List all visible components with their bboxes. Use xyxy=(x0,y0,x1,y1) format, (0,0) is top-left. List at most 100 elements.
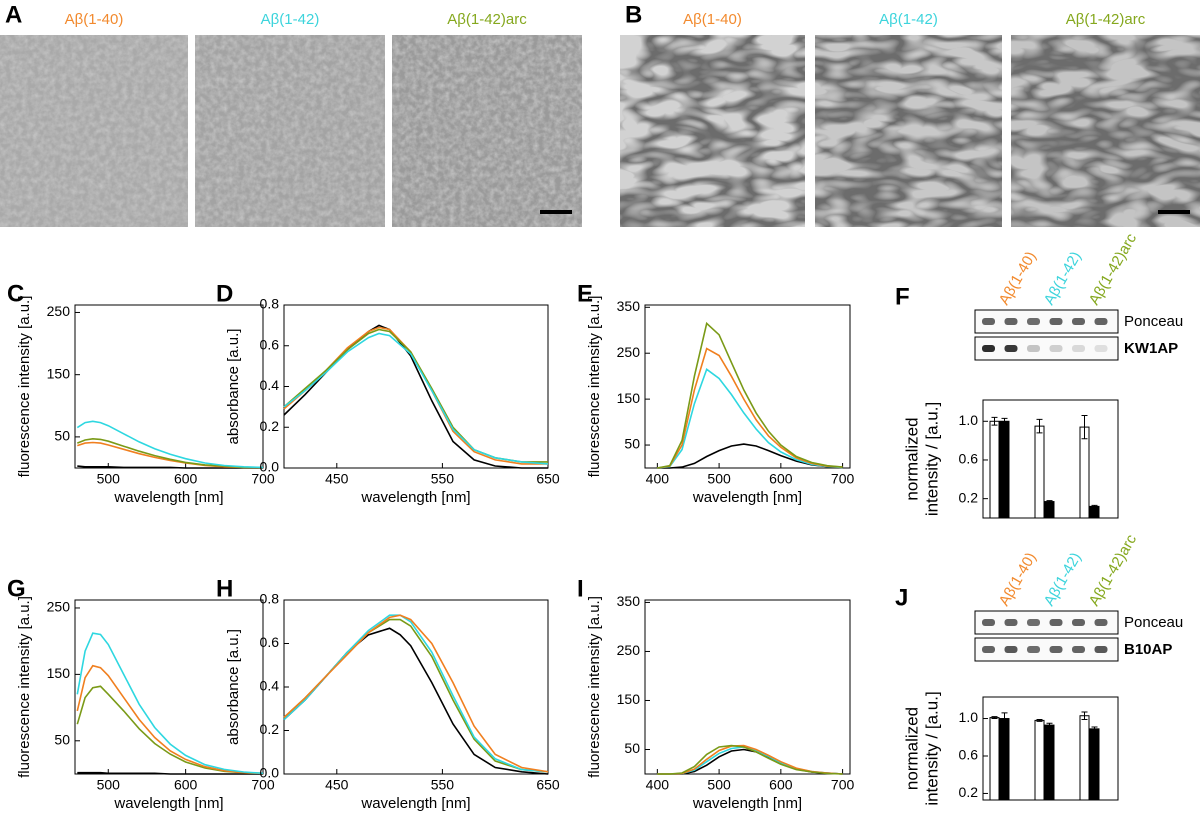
blot-strip xyxy=(974,610,1119,635)
panel-label: Aβ(1-42)arc xyxy=(447,11,527,28)
x-tick-label: 400 xyxy=(646,471,670,487)
y-tick-label: 0.6 xyxy=(260,336,280,352)
y-tick-label: 0.4 xyxy=(260,377,280,393)
y-tick-label: 0.8 xyxy=(260,591,280,607)
y-tick-label: 150 xyxy=(617,691,641,707)
y-tick-label: 0.2 xyxy=(959,489,979,505)
blot-band xyxy=(1072,318,1085,325)
y-tick-label: 0.2 xyxy=(959,784,979,800)
line-series xyxy=(283,618,549,773)
panel-label: Aβ(1-42)arc xyxy=(1066,11,1146,28)
bar xyxy=(1034,425,1045,519)
y-tick-label: 50 xyxy=(54,428,70,444)
line-series xyxy=(283,627,549,775)
x-axis-label: wavelength [nm] xyxy=(360,795,470,812)
panel-letter: C xyxy=(7,280,24,307)
micrograph-texture xyxy=(392,35,582,227)
x-tick-label: 400 xyxy=(646,777,670,793)
category-label: Aβ(1-42)arc xyxy=(1086,531,1141,609)
blot-band xyxy=(1027,646,1040,653)
panel-letter: I xyxy=(577,575,584,602)
scale-bar xyxy=(540,210,572,214)
blot-band xyxy=(1094,345,1108,352)
scale-bar xyxy=(1158,210,1190,214)
blot-strip xyxy=(974,637,1119,662)
y-tick-label: 0.0 xyxy=(260,765,280,781)
y-axis-label: absorbance [a.u.] xyxy=(225,629,242,745)
blot-strip xyxy=(974,309,1119,334)
line-series xyxy=(657,347,843,469)
micrograph-texture xyxy=(620,35,805,227)
x-tick-label: 500 xyxy=(707,471,731,487)
x-tick-label: 700 xyxy=(831,471,855,487)
line-series xyxy=(77,465,263,469)
axes-box xyxy=(644,304,851,469)
panel-label: Aβ(1-40) xyxy=(683,11,742,28)
line-series xyxy=(657,748,843,775)
error-bar xyxy=(1036,718,1043,722)
y-axis-label: fluorescence intensity [a.u.] xyxy=(16,596,33,778)
line-series xyxy=(283,614,549,773)
bar xyxy=(1044,724,1055,801)
y-axis-label: normalized xyxy=(902,707,921,790)
error-bar xyxy=(1091,726,1098,732)
blot-label: KW1AP xyxy=(1124,340,1178,357)
line-series xyxy=(283,332,549,465)
error-bar xyxy=(1001,712,1008,725)
x-tick-label: 550 xyxy=(431,471,455,487)
y-tick-label: 1.0 xyxy=(959,709,979,725)
blot-band xyxy=(1049,619,1063,626)
y-axis-label: fluorescence intensity [a.u.] xyxy=(586,596,603,778)
line-series xyxy=(77,437,263,469)
panel-letter: F xyxy=(895,283,910,310)
axes-box xyxy=(283,304,549,469)
line-series xyxy=(76,664,264,775)
blot-band xyxy=(1004,318,1018,325)
blot-band xyxy=(1072,345,1085,352)
blot-band xyxy=(1027,318,1040,325)
category-label: Aβ(1-40) xyxy=(996,550,1040,609)
y-axis-label: intensity / [a.u.] xyxy=(922,691,941,805)
x-tick-label: 450 xyxy=(325,471,349,487)
blot-band xyxy=(1049,646,1063,653)
panel-letter: D xyxy=(216,280,233,307)
blot-label: Ponceau xyxy=(1124,614,1183,631)
panel-letter: G xyxy=(7,575,26,602)
x-tick-label: 600 xyxy=(769,471,793,487)
blot-label: Ponceau xyxy=(1124,313,1183,330)
y-tick-label: 50 xyxy=(54,731,70,747)
line-series xyxy=(283,326,548,465)
x-axis-label: wavelength [nm] xyxy=(692,795,802,812)
error-bar xyxy=(1046,722,1053,728)
blot-band xyxy=(1049,345,1063,352)
blot-band xyxy=(1004,619,1018,626)
y-tick-label: 250 xyxy=(47,303,71,319)
panel-letter: E xyxy=(577,280,593,307)
bar xyxy=(1044,501,1055,519)
blot-band xyxy=(1094,318,1108,325)
y-tick-label: 0.6 xyxy=(959,451,979,467)
y-tick-label: 350 xyxy=(617,593,641,609)
y-tick-label: 0.8 xyxy=(260,296,280,312)
line-series xyxy=(657,321,843,469)
error-bar xyxy=(1091,504,1098,508)
line-series xyxy=(283,324,548,469)
line-series xyxy=(283,614,549,773)
blot-band xyxy=(982,646,995,653)
panel-letter: A xyxy=(5,1,22,28)
blot-band xyxy=(1027,345,1040,352)
error-bar xyxy=(1001,417,1008,425)
blot-band xyxy=(1094,646,1108,653)
error-bar xyxy=(991,416,998,426)
bar xyxy=(999,420,1010,519)
micrographs-a xyxy=(0,35,582,227)
micrograph-texture xyxy=(0,35,188,227)
blot-band xyxy=(1072,646,1085,653)
x-tick-label: 650 xyxy=(536,471,560,487)
blot-strip xyxy=(974,336,1119,361)
x-tick-label: 600 xyxy=(174,471,198,487)
blot-band xyxy=(1072,619,1085,626)
category-label: Aβ(1-42) xyxy=(1041,550,1085,609)
bar xyxy=(1089,505,1100,519)
